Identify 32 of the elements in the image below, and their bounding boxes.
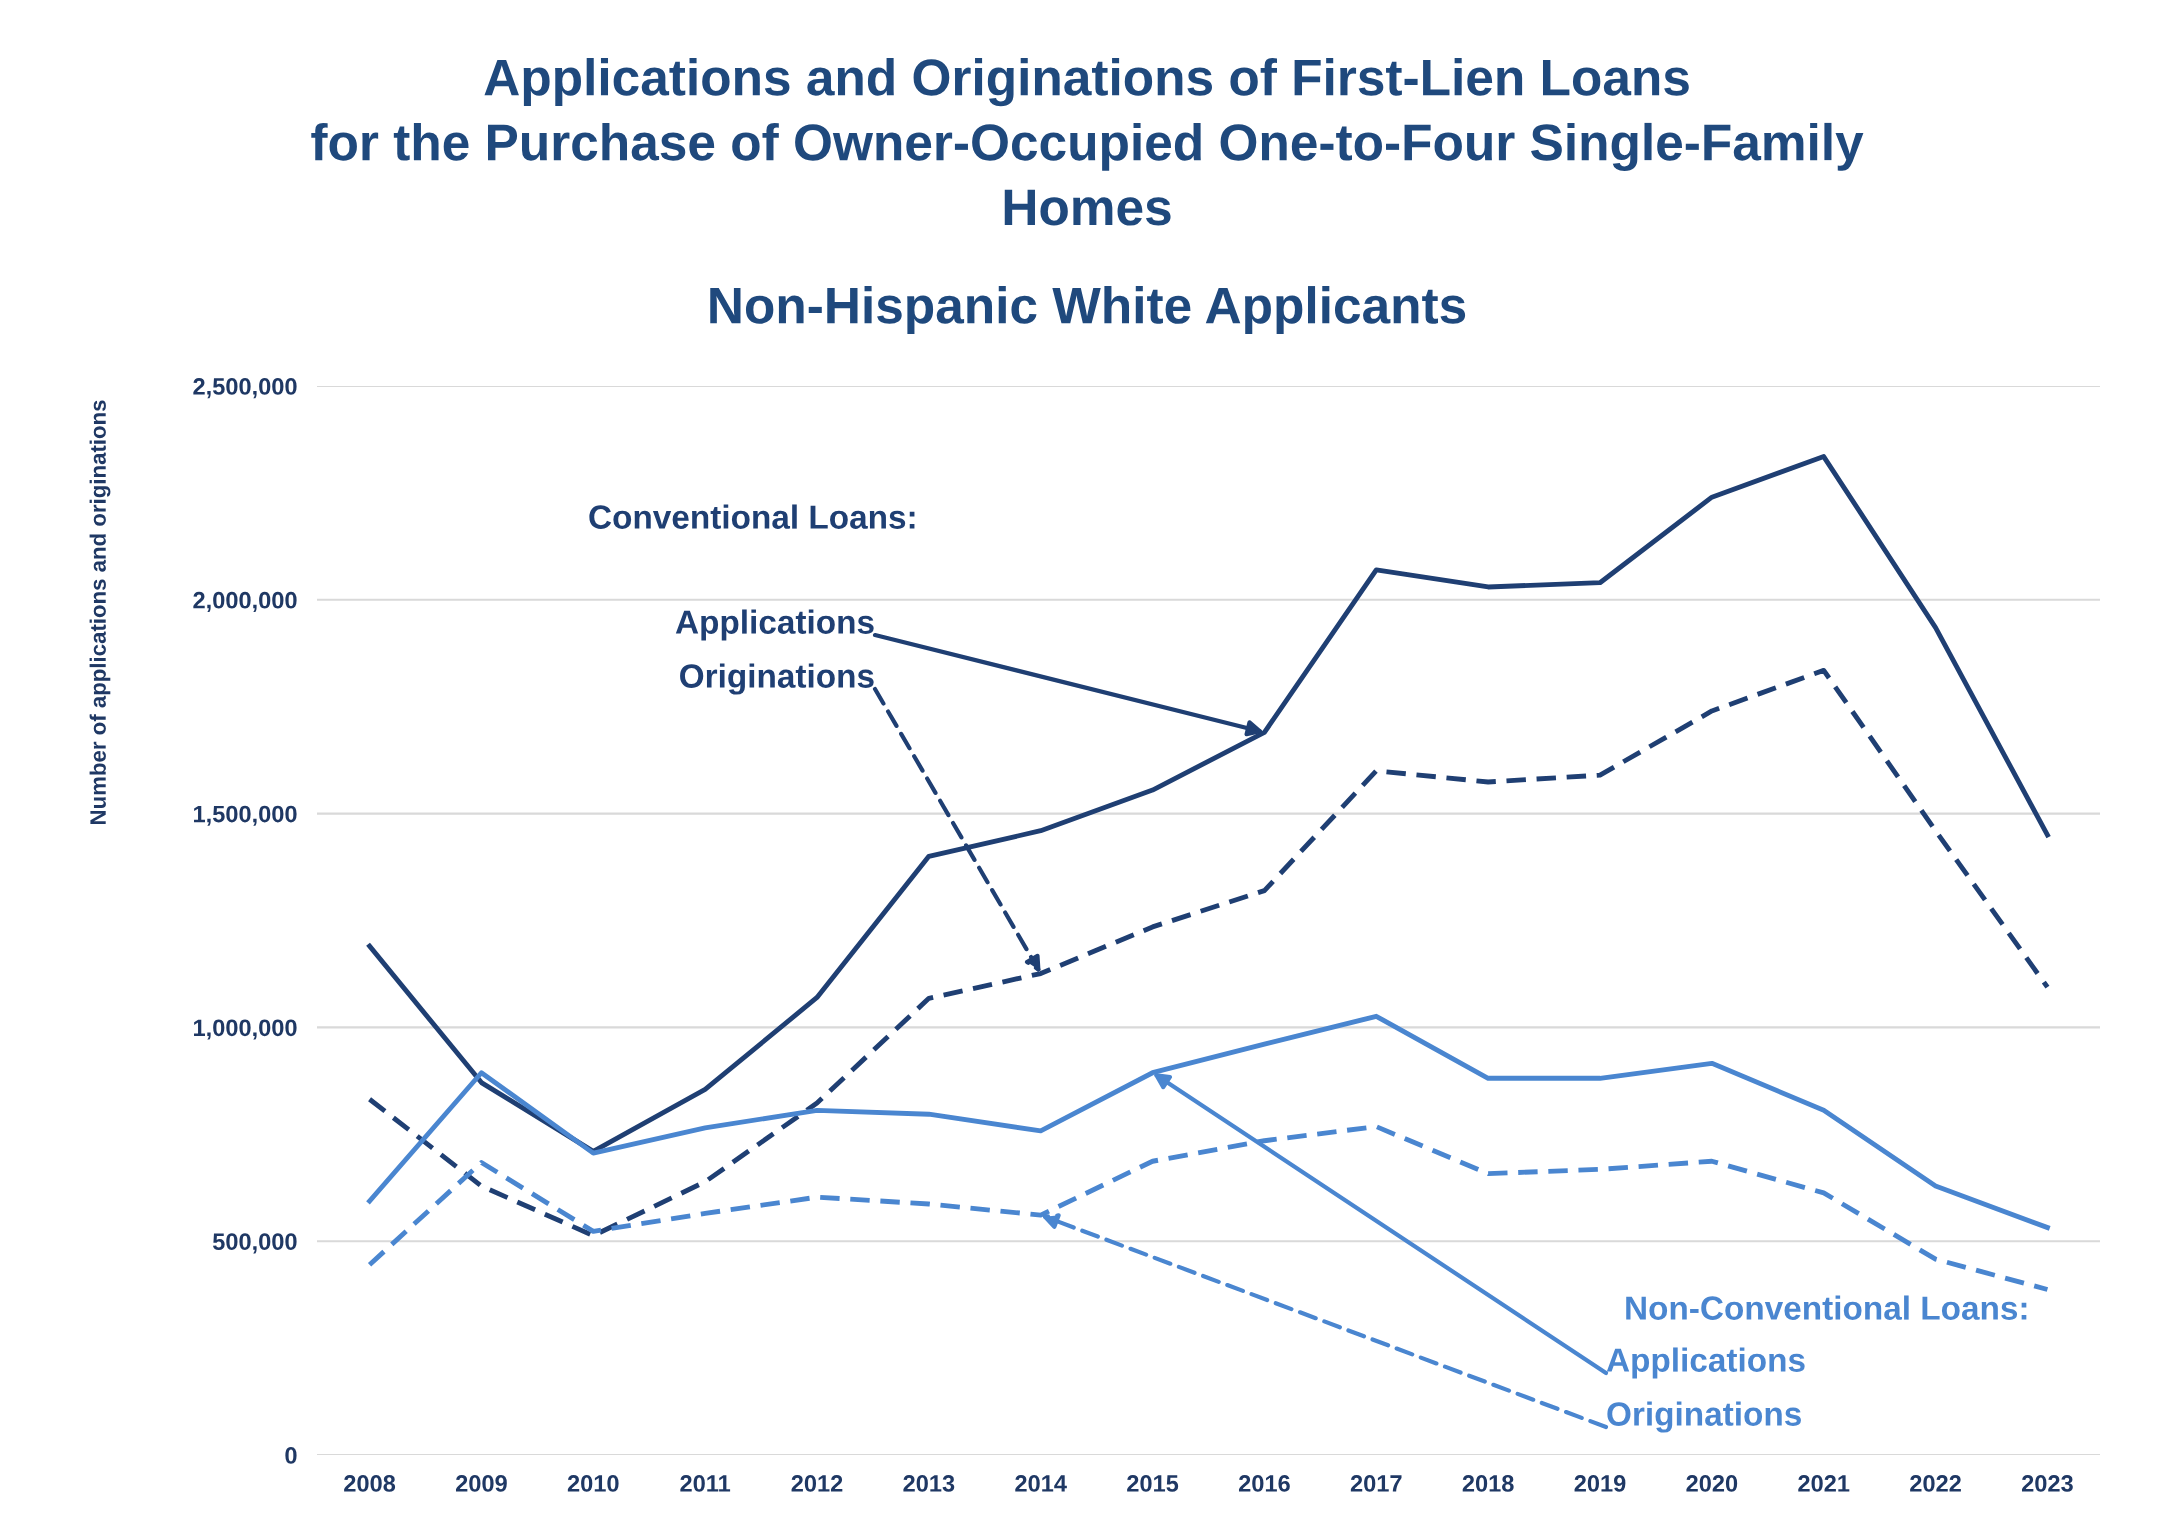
annotation: Originations (680, 663, 874, 695)
x-tick-label: 2021 (1798, 1475, 1850, 1492)
y-tick-label: 0 (285, 1447, 297, 1464)
y-tick-label: 2,500,000 (193, 378, 297, 399)
x-tick-label: 2010 (567, 1475, 619, 1492)
annotation: Originations (1607, 1401, 1801, 1433)
chart-title: Applications and Originations of First-Lien Loans for the Purchase of Owner-Occupied One-to-Four Single-Family Homes (311, 58, 1864, 226)
x-tick-label: 2020 (1686, 1475, 1738, 1492)
x-tick-label: 2014 (1015, 1475, 1067, 1492)
x-tick-label: 2022 (1910, 1475, 1961, 1492)
annotation: Applications (1606, 1347, 1805, 1379)
y-tick-label: 1,000,000 (194, 1019, 297, 1040)
x-tick-label: 2019 (1574, 1475, 1626, 1492)
y-axis-title: Number of applications and originations (89, 400, 111, 824)
chart-subtitle: Non-Hispanic White Applicants (710, 286, 1466, 334)
x-tick-label: 2013 (903, 1475, 955, 1492)
x-tick-label: 2017 (1350, 1475, 1402, 1492)
x-tick-label: 2016 (1238, 1475, 1290, 1492)
y-tick-label: 1,500,000 (194, 805, 297, 826)
line-series (367, 1013, 2050, 1230)
y-tick-label: 500,000 (212, 1233, 297, 1254)
x-tick-label: 2011 (680, 1475, 731, 1492)
annotation: Applications (675, 609, 874, 641)
x-tick-label: 2018 (1462, 1475, 1514, 1492)
annotation: Non-Conventional Loans: (1626, 1295, 2027, 1320)
x-tick-label: 2009 (455, 1475, 507, 1492)
y-tick-label: 2,000,000 (193, 591, 297, 613)
annotation: Conventional Loans: (589, 504, 915, 529)
x-tick-label: 2015 (1127, 1475, 1179, 1492)
x-tick-label: 2012 (791, 1475, 843, 1492)
x-tick-label: 2023 (2021, 1475, 2073, 1492)
x-tick-label: 2008 (344, 1475, 396, 1492)
